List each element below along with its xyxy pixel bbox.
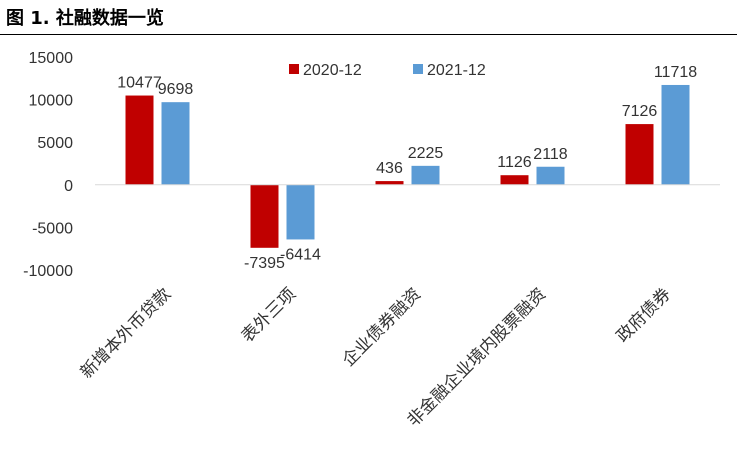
x-category-label: 企业债券融资 <box>339 284 425 370</box>
x-category-label: 表外三项 <box>238 284 300 346</box>
bar-2020-12-3 <box>500 175 529 185</box>
bar-2021-12-1 <box>286 184 315 240</box>
y-tick-label: -5000 <box>32 220 73 237</box>
data-label: 2118 <box>533 146 568 163</box>
y-tick-label: -10000 <box>23 263 73 280</box>
figure-title: 图 1. 社融数据一览 <box>6 8 164 29</box>
legend: 2020-12 2021-12 <box>289 62 486 79</box>
bar-2021-12-4 <box>661 84 690 185</box>
legend-swatch <box>289 64 299 74</box>
data-labels-group: 10477 -7395 436 1126 7126 9698 -6414 2225 2118 11… <box>117 64 697 272</box>
bars-group <box>125 84 690 248</box>
data-label: -6414 <box>280 246 321 263</box>
legend-label: 2020-12 <box>303 62 362 79</box>
data-label: 2225 <box>408 145 444 162</box>
bar-2020-12-2 <box>375 181 404 185</box>
y-tick-label: 10000 <box>29 93 74 110</box>
y-tick-label: 5000 <box>37 135 73 152</box>
bar-2021-12-3 <box>536 166 565 185</box>
data-label: 436 <box>376 160 403 177</box>
bar-2021-12-2 <box>411 165 440 185</box>
bar-2021-12-0 <box>161 102 190 185</box>
legend-swatch <box>413 64 423 74</box>
y-tick-label: 0 <box>64 178 73 195</box>
data-label: 10477 <box>117 75 162 92</box>
data-label: 9698 <box>158 81 194 98</box>
data-label: 1126 <box>497 154 532 171</box>
title-divider <box>0 34 737 35</box>
y-axis: 15000 10000 5000 0 -5000 -10000 <box>23 50 73 280</box>
x-category-label: 政府债券 <box>613 284 675 346</box>
legend-label: 2021-12 <box>427 62 486 79</box>
bar-2020-12-1 <box>250 184 279 248</box>
x-category-label: 新增本外币贷款 <box>77 284 175 382</box>
bar-2020-12-0 <box>125 95 154 185</box>
bar-2020-12-4 <box>625 124 654 185</box>
data-label: 11718 <box>654 64 697 81</box>
data-label: 7126 <box>622 103 658 120</box>
data-label: -7395 <box>244 255 285 272</box>
y-tick-label: 15000 <box>29 50 74 67</box>
x-category-label: 非金融企业境内股票融资 <box>404 284 550 430</box>
